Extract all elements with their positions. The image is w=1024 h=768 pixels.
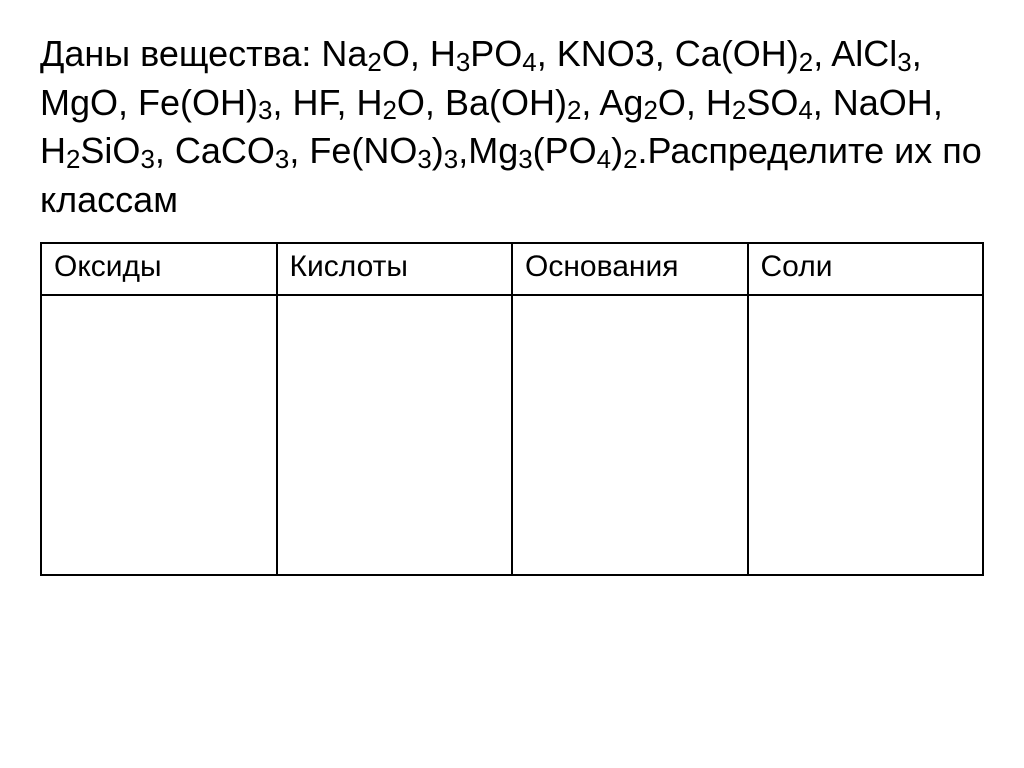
col-salts: Соли — [748, 243, 984, 295]
col-oxides: Оксиды — [41, 243, 277, 295]
cell-oxides — [41, 295, 277, 575]
col-acids: Кислоты — [277, 243, 513, 295]
cell-acids — [277, 295, 513, 575]
col-bases: Основания — [512, 243, 748, 295]
table-header-row: Оксиды Кислоты Основания Соли — [41, 243, 983, 295]
cell-bases — [512, 295, 748, 575]
question-text: Даны вещества: Na2O, H3PO4, KNO3, Ca(OH)… — [40, 30, 984, 224]
classification-table: Оксиды Кислоты Основания Соли — [40, 242, 984, 576]
cell-salts — [748, 295, 984, 575]
table-row — [41, 295, 983, 575]
